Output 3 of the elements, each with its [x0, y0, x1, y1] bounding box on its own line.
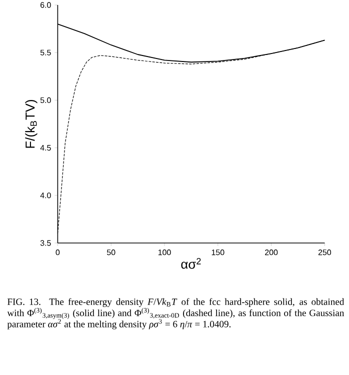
text: FIG. 13. The free-energy density F/Vk$_{B}$T of the fcc hard-sphere solid, as obtained with Φ$^{(3)}$$_{3,asym(3)}$ (solid line) and Φ$^{(3)}$$_{3,exact-0D}$ (dashed line), as function of the Gaussian parameter ασ$^{2}$ at the melting density ρσ$^{3}$ = 6 η/π = 1.0409.	[7, 298, 344, 330]
y-axis-title: F/(k$_{B}$TV)	[25, 100, 38, 148]
x-axis-title: ασ$^{2}$	[181, 258, 201, 269]
